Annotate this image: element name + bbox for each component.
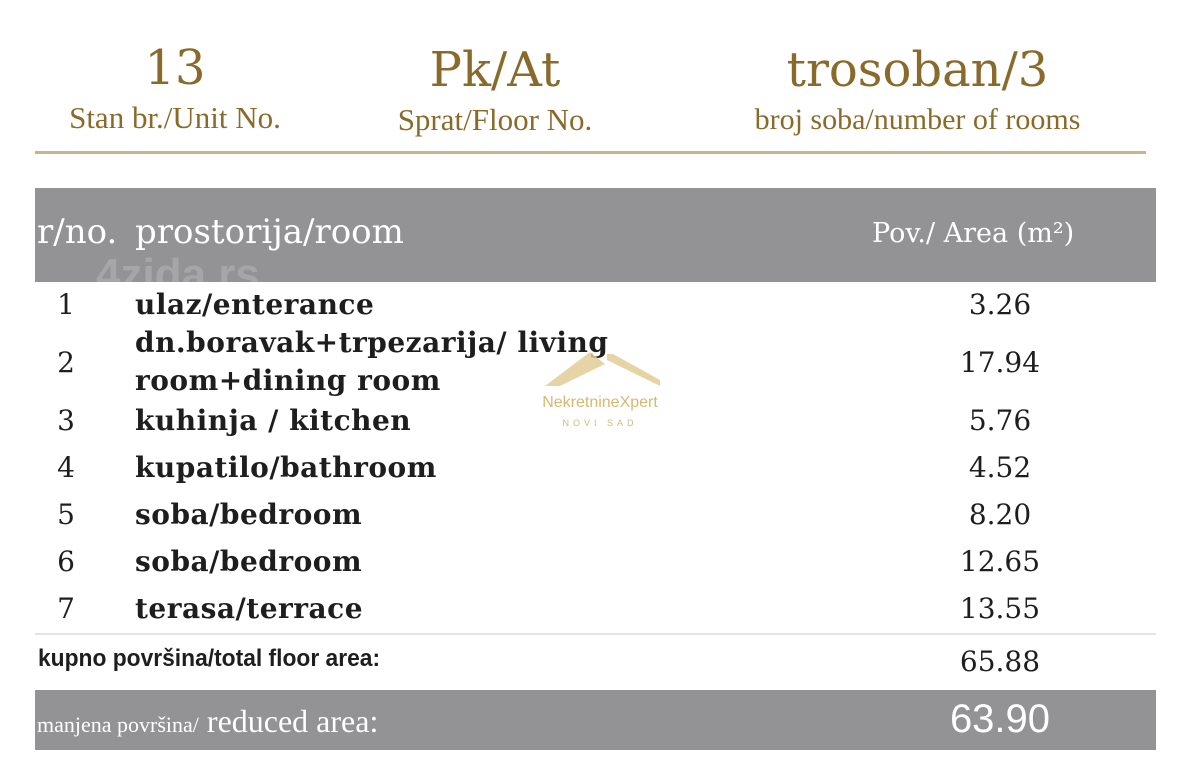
room-area: 8.20 xyxy=(968,498,1032,531)
room-name: terasa/terrace xyxy=(135,592,364,625)
reduced-area-value: 63.90 xyxy=(949,697,1051,741)
roof-logo-icon xyxy=(545,352,660,386)
room-name: kupatilo/bathroom xyxy=(135,451,437,484)
row-number: 6 xyxy=(57,545,75,578)
row-number: 4 xyxy=(57,451,75,484)
unit-number-block: 13 Stan br./Unit No. xyxy=(25,40,325,136)
room-name: ulaz/enterance xyxy=(135,288,375,321)
total-divider xyxy=(35,633,1156,635)
table-header xyxy=(35,188,1156,282)
col-area-header: Pov./ Area (m²) xyxy=(872,218,1075,249)
reduced-label-small: manjena površina/ xyxy=(37,712,199,737)
reduced-label-large: reduced area: xyxy=(198,703,379,739)
room-name-line2: room+dining room xyxy=(135,364,441,397)
room-name: dn.boravak+trpezarija/ living xyxy=(135,326,609,359)
row-number: 5 xyxy=(57,498,75,531)
reduced-area-label: manjena površina/ reduced area: xyxy=(37,703,378,740)
room-name: soba/bedroom xyxy=(135,545,363,578)
room-area: 13.55 xyxy=(959,592,1041,625)
rooms-block: trosoban/3 broj soba/number of rooms xyxy=(680,42,1155,138)
row-number: 1 xyxy=(57,288,75,321)
brand-name: NekretnineXpert xyxy=(542,394,658,411)
total-area-value: 65.88 xyxy=(959,645,1041,678)
row-number: 7 xyxy=(57,592,75,625)
room-area: 17.94 xyxy=(959,346,1041,379)
unit-number: 13 xyxy=(144,40,206,96)
site-watermark: 4zida.rs xyxy=(96,250,260,299)
brand-watermark: NekretnineXpert NOVI SAD xyxy=(525,348,675,428)
room-area: 5.76 xyxy=(968,404,1032,437)
row-number: 3 xyxy=(57,404,75,437)
unit-number-label: Stan br./Unit No. xyxy=(69,100,281,135)
header-divider xyxy=(35,151,1146,154)
room-name: kuhinja / kitchen xyxy=(135,404,412,437)
brand-city: NOVI SAD xyxy=(562,418,638,428)
room-area: 4.52 xyxy=(968,451,1032,484)
floor-value: Pk/At xyxy=(429,42,561,98)
room-name: soba/bedroom xyxy=(135,498,363,531)
col-no-header: r/no. xyxy=(37,212,118,252)
rooms-value: trosoban/3 xyxy=(786,42,1049,98)
row-number: 2 xyxy=(57,346,75,379)
floor-block: Pk/At Sprat/Floor No. xyxy=(345,42,645,138)
reduced-area-band xyxy=(35,690,1156,750)
total-area-label: kupno površina/total floor area: xyxy=(38,645,381,672)
floor-label: Sprat/Floor No. xyxy=(397,102,593,137)
room-area: 12.65 xyxy=(959,545,1041,578)
room-area: 3.26 xyxy=(968,288,1032,321)
rooms-label: broj soba/number of rooms xyxy=(754,103,1081,136)
col-room-header: prostorija/room xyxy=(135,212,404,252)
